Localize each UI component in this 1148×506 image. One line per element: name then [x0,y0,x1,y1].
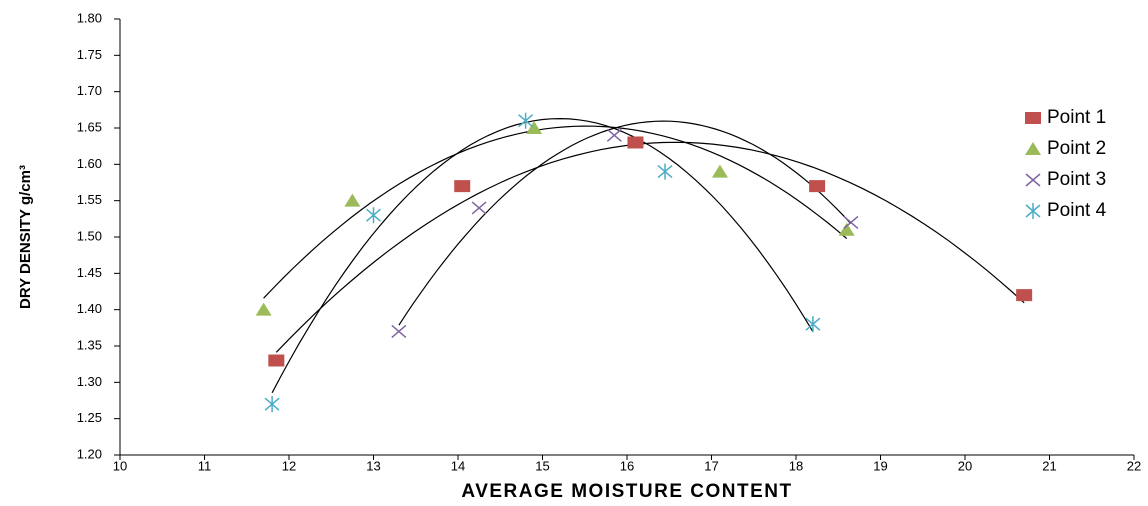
trendline [275,141,1025,353]
x-tick-label: 21 [1042,458,1056,473]
x-tick-label: 15 [535,458,549,473]
y-tick-label: 1.30 [77,374,102,389]
x-tick-label: 17 [704,458,718,473]
point [606,128,622,142]
y-tick-label: 1.70 [77,83,102,98]
point [264,396,280,413]
point [627,136,644,149]
legend-marker [1025,112,1041,124]
y-tick-label: 1.45 [77,265,102,280]
y-tick-label: 1.50 [77,228,102,243]
y-axis-title: DRY DENSITY g/cm³ [17,165,34,309]
x-axis-title: AVERAGE MOISTURE CONTENT [461,481,792,502]
x-tick-label: 12 [282,458,296,473]
point [809,180,826,193]
point [805,316,821,333]
legend-label: Point 4 [1047,200,1107,221]
point [366,207,381,224]
point [526,121,543,134]
x-tick-label: 19 [873,458,887,473]
y-tick-label: 1.80 [77,10,102,25]
point [518,112,534,129]
y-tick-label: 1.55 [77,192,102,207]
point [344,193,361,207]
x-tick-label: 13 [366,458,380,473]
legend-marker [1025,142,1041,155]
y-tick-label: 1.75 [77,47,102,62]
legend-marker [1025,203,1041,219]
trendline [263,125,848,299]
trendline [271,117,814,394]
legend-label: Point 3 [1047,169,1106,190]
trendline [398,120,852,326]
y-tick-label: 1.20 [77,446,102,461]
y-tick-label: 1.60 [77,156,102,171]
point [657,163,673,180]
point [255,302,272,316]
point [268,354,285,367]
legend-marker [1025,173,1041,187]
x-tick-label: 16 [620,458,634,473]
y-tick-label: 1.65 [77,119,102,134]
x-tick-label: 11 [198,458,212,473]
point [843,215,859,230]
point [391,324,407,339]
point [454,180,471,193]
legend-label: Point 1 [1047,107,1106,128]
x-tick-label: 14 [451,458,465,473]
point [1016,289,1033,302]
legend-label: Point 2 [1047,138,1106,159]
y-tick-label: 1.35 [77,337,102,352]
x-tick-label: 10 [113,458,127,473]
point [838,222,855,236]
point [711,164,728,178]
x-tick-label: 20 [958,458,972,473]
x-tick-label: 18 [789,458,803,473]
y-tick-label: 1.40 [77,301,102,316]
y-tick-label: 1.25 [77,410,102,425]
point [471,201,487,215]
x-tick-label: 22 [1127,458,1141,473]
